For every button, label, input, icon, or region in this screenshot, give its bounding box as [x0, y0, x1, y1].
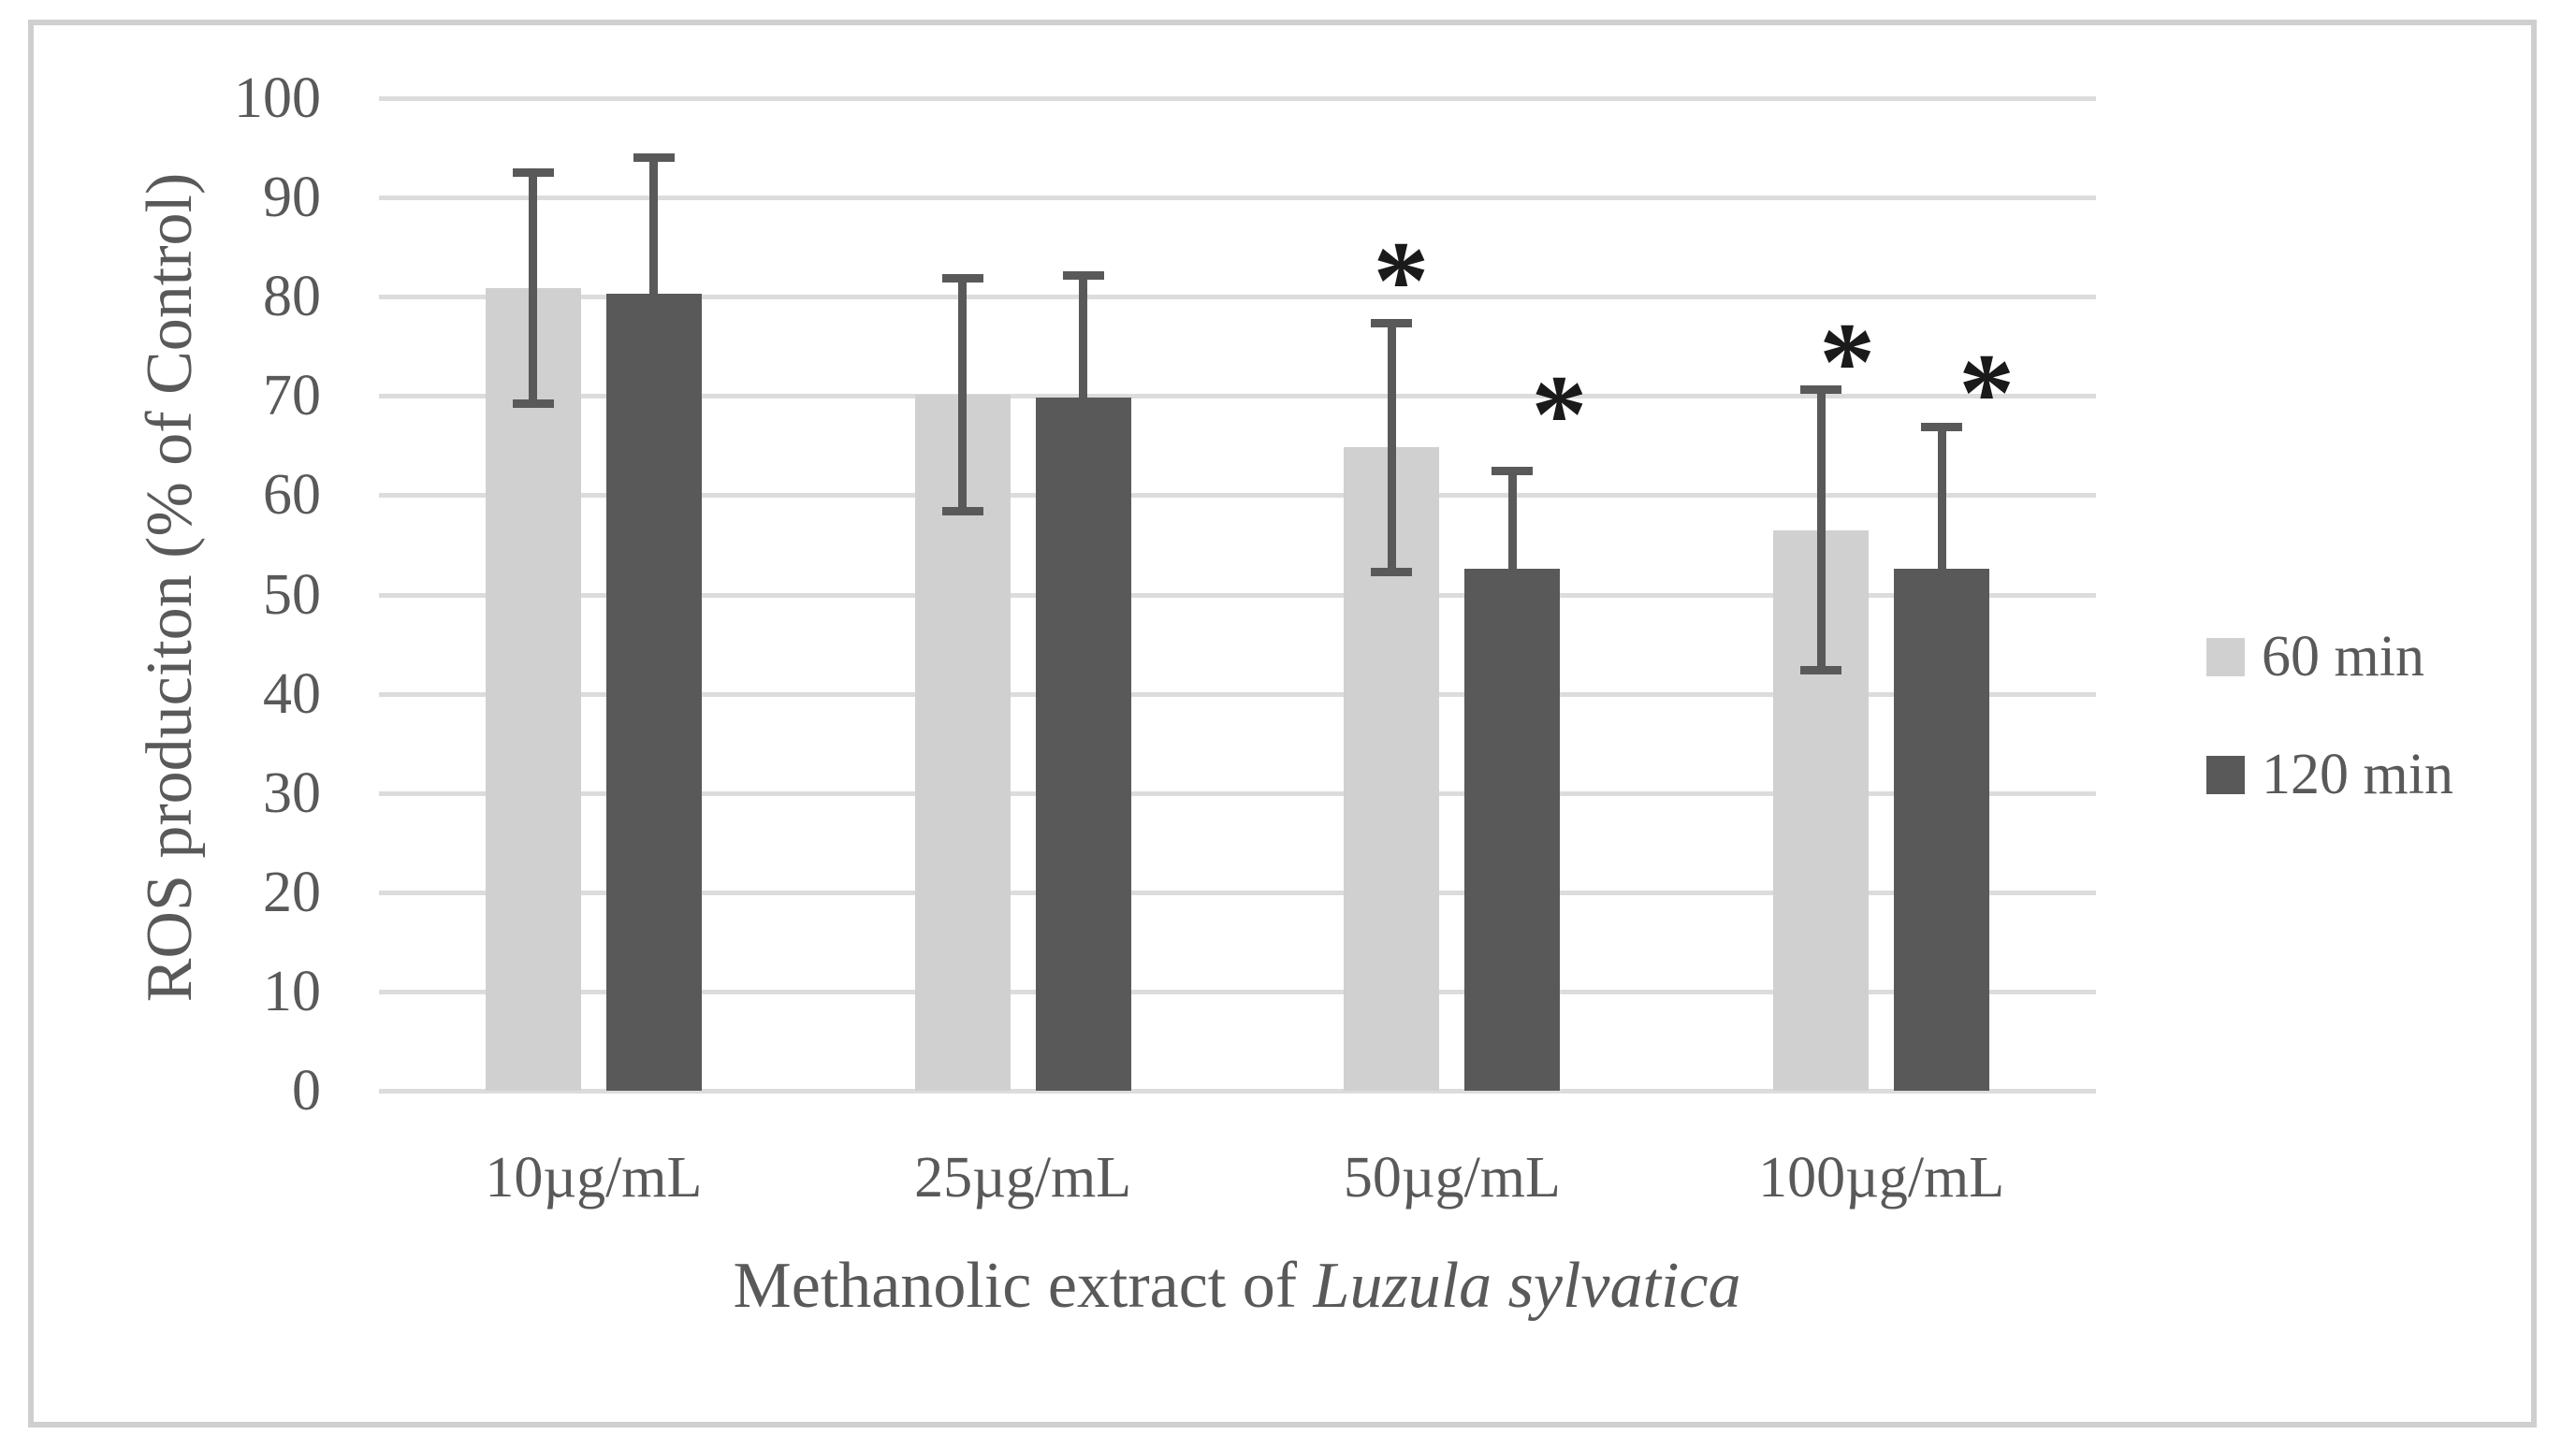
xtick-label-cat2: 50µg/mL: [1343, 1146, 1561, 1210]
error-bar-whisker: [958, 278, 968, 513]
error-bar-whisker: [1387, 322, 1396, 573]
legend-label: 120 min: [2262, 743, 2453, 806]
ytick-label-80: 80: [263, 265, 321, 329]
gridline-20: [379, 890, 2096, 895]
error-bar-cap-bottom: [1921, 705, 1963, 715]
error-bar-cap-top: [1800, 384, 1842, 394]
ytick-label-40: 40: [263, 661, 321, 726]
xtick-label-cat0: 10µg/mL: [485, 1146, 703, 1210]
bar-series0-cat0: [485, 287, 581, 1091]
gridline-10: [379, 989, 2096, 994]
chart-border-frame: [28, 20, 2537, 1427]
significance-asterisk: *: [1958, 329, 2016, 455]
error-bar-cap-bottom: [512, 398, 554, 408]
ytick-label-60: 60: [263, 463, 321, 528]
error-bar-cap-bottom: [1062, 515, 1104, 525]
gridline-60: [379, 493, 2096, 499]
error-bar-whisker: [1937, 427, 1946, 711]
xtick-label-cat1: 25µg/mL: [914, 1146, 1132, 1210]
x-axis-title: Methanolic extract of Luzula sylvatica: [734, 1253, 1741, 1319]
ytick-label-70: 70: [263, 364, 321, 428]
x-axis-title-species-italic: Luzula sylvatica: [1313, 1250, 1741, 1322]
error-bar-cap-bottom: [941, 507, 983, 516]
error-bar-cap-top: [941, 274, 983, 283]
ytick-label-10: 10: [263, 959, 321, 1023]
gridline-30: [379, 790, 2096, 796]
error-bar-cap-top: [1371, 318, 1413, 327]
xtick-label-cat3: 100µg/mL: [1758, 1146, 2005, 1210]
error-bar-whisker: [649, 156, 659, 431]
ytick-label-50: 50: [263, 562, 321, 627]
gridline-50: [379, 592, 2096, 598]
gridline-80: [379, 295, 2096, 300]
error-bar-cap-top: [1062, 270, 1104, 280]
error-bar-whisker: [1816, 388, 1826, 672]
error-bar-cap-bottom: [1371, 568, 1413, 577]
error-bar-whisker: [1079, 274, 1088, 521]
ytick-label-0: 0: [292, 1059, 321, 1123]
legend: 60 min 120 min: [2206, 628, 2453, 863]
legend-label: 60 min: [2262, 625, 2424, 688]
error-bar-cap-top: [633, 152, 675, 162]
gridline-0: [379, 1089, 2096, 1094]
legend-swatch-60min: [2206, 637, 2245, 676]
error-bar-cap-bottom: [633, 426, 675, 435]
ytick-label-20: 20: [263, 860, 321, 924]
gridline-40: [379, 691, 2096, 697]
error-bar-whisker: [529, 171, 538, 404]
gridline-100: [379, 96, 2096, 101]
error-bar-cap-bottom: [1492, 661, 1534, 671]
gridline-90: [379, 196, 2096, 201]
gridline-70: [379, 394, 2096, 399]
ytick-label-30: 30: [263, 761, 321, 825]
error-bar-cap-top: [512, 167, 554, 177]
error-bar-cap-top: [1921, 423, 1963, 432]
ytick-label-90: 90: [263, 166, 321, 230]
error-bar-cap-top: [1492, 466, 1534, 475]
significance-asterisk: *: [1531, 351, 1588, 476]
significance-asterisk: *: [1819, 298, 1876, 424]
significance-asterisk: *: [1373, 217, 1430, 342]
legend-item-120-min: 120 min: [2206, 746, 2453, 804]
x-axis-title-plain: Methanolic extract of: [733, 1250, 1314, 1322]
error-bar-whisker: [1507, 470, 1517, 667]
legend-swatch-120min: [2206, 755, 2245, 794]
error-bar-cap-bottom: [1800, 666, 1842, 675]
ytick-label-100: 100: [234, 66, 321, 130]
legend-item-60-min: 60 min: [2206, 628, 2453, 686]
